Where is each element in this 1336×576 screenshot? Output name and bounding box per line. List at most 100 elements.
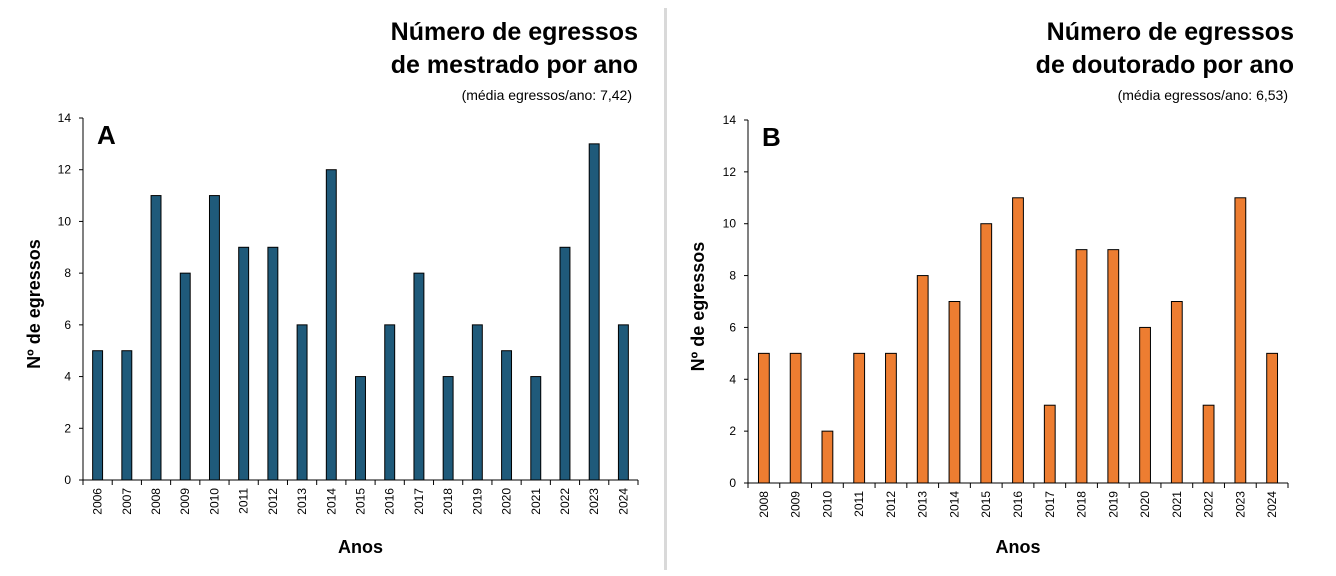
- chart-b-x-tick-label: 2019: [1106, 491, 1120, 518]
- chart-a-y-tick-label: 12: [58, 163, 72, 177]
- chart-a-x-tick-label: 2009: [178, 488, 192, 515]
- chart-a-x-tick-label: 2023: [587, 488, 601, 515]
- chart-a-bar-2021: [530, 376, 542, 481]
- chart-a-x-tick-label: 2012: [266, 488, 280, 515]
- chart-b-bar-2022: [1202, 404, 1215, 484]
- chart-b-x-tick-label: 2018: [1075, 491, 1089, 518]
- chart-a-bar-2015: [355, 376, 366, 481]
- chart-a-x-tick-label: 2022: [558, 488, 572, 515]
- chart-b-panel-letter: B: [762, 122, 781, 152]
- chart-b-bar-2009: [789, 352, 802, 484]
- chart-a-x-tick-label: 2017: [412, 488, 426, 515]
- chart-b-bar-2020: [1139, 326, 1151, 484]
- chart-b: Número de egressos de doutorado por ano (m…: [688, 18, 1294, 557]
- chart-b-bar-2017: [1043, 404, 1056, 484]
- chart-b-x-tick-label: 2023: [1233, 491, 1247, 518]
- chart-a-x-tick-label: 2007: [120, 488, 134, 515]
- chart-a-x-tick-label: 2008: [149, 488, 163, 515]
- chart-a-y-tick-label: 4: [64, 370, 71, 384]
- chart-b-x-tick-label: 2016: [1011, 491, 1025, 518]
- chart-a-bar-2010: [208, 195, 220, 481]
- chart-b-x-tick-label: 2014: [947, 491, 961, 518]
- chart-b-y-tick-label: 6: [729, 320, 736, 334]
- chart-b-x-tick-label: 2021: [1170, 491, 1184, 518]
- chart-b-bar-2021: [1170, 301, 1183, 484]
- chart-a-bar-2006: [92, 350, 104, 481]
- chart-b-x-tick-label: 2015: [979, 491, 993, 518]
- chart-a-y-tick-label: 8: [64, 266, 71, 280]
- chart-a-x-tick-label: 2021: [529, 488, 543, 515]
- chart-b-y-tick-label: 10: [723, 217, 737, 231]
- chart-a-x-tick-label: 2011: [237, 488, 251, 514]
- chart-a-bar-2012: [267, 246, 279, 481]
- chart-a-x-tick-label: 2016: [383, 488, 397, 515]
- chart-b-x-tick-label: 2009: [789, 491, 803, 518]
- chart-a-y-axis-label: Nº de egressos: [24, 239, 44, 369]
- chart-b-x-tick-label: 2024: [1265, 491, 1279, 518]
- chart-a-bar-2016: [384, 324, 396, 481]
- chart-a-bar-2009: [179, 272, 191, 481]
- chart-b-bar-2018: [1075, 249, 1088, 484]
- chart-b-x-tick-label: 2008: [757, 491, 771, 518]
- chart-a-bar-2014: [325, 169, 337, 481]
- chart-b-x-tick-label: 2013: [916, 491, 930, 518]
- chart-a-bar-2019: [471, 324, 483, 481]
- chart-a-subtitle: (média egressos/ano: 7,42): [462, 87, 632, 103]
- chart-a-bar-2011: [238, 246, 250, 481]
- chart-b-bar-2023: [1234, 197, 1247, 484]
- chart-b-y-tick-label: 14: [723, 113, 737, 127]
- chart-b-y-tick-label: 0: [729, 476, 736, 490]
- chart-b-y-tick-label: 4: [729, 372, 736, 386]
- chart-a-x-tick-label: 2013: [295, 488, 309, 515]
- chart-b-bar-2015: [980, 223, 993, 484]
- chart-b-bar-2012: [885, 352, 897, 484]
- chart-a-y-tick-label: 6: [64, 318, 71, 332]
- chart-a-panel-letter: A: [97, 120, 116, 150]
- chart-a-bar-2018: [442, 376, 454, 481]
- chart-a-x-axis-label: Anos: [338, 537, 383, 557]
- chart-a-title-line2: de mestrado por ano: [391, 51, 638, 79]
- chart-a-x-tick-label: 2010: [207, 488, 221, 515]
- chart-b-bar-2014: [948, 301, 961, 484]
- chart-b-bar-2011: [853, 352, 866, 484]
- chart-a-x-tick-label: 2024: [616, 488, 630, 515]
- chart-a-y-tick-label: 14: [58, 111, 72, 125]
- chart-a-y-tick-label: 10: [58, 214, 72, 228]
- chart-a-title-line1: Número de egressos: [391, 18, 638, 46]
- panel-divider: [664, 8, 667, 570]
- chart-b-y-axis-label: Nº de egressos: [688, 242, 708, 372]
- chart-a-bar-2023: [588, 143, 600, 481]
- chart-b-title-line2: de doutorado por ano: [1036, 51, 1294, 79]
- chart-a-bar-2020: [501, 350, 513, 481]
- chart-a-bar-2022: [559, 246, 571, 481]
- chart-a-y-tick-label: 0: [64, 473, 71, 487]
- chart-b-x-tick-label: 2020: [1138, 491, 1152, 518]
- chart-a-x-tick-label: 2020: [500, 488, 514, 515]
- chart-a-bar-2008: [150, 195, 162, 481]
- chart-a-bar-2024: [617, 324, 629, 481]
- chart-b-subtitle: (média egressos/ano: 6,53): [1118, 87, 1288, 103]
- chart-a-x-tick-label: 2018: [441, 488, 455, 515]
- chart-b-title-line1: Número de egressos: [1047, 18, 1294, 46]
- chart-b-y-tick-label: 8: [729, 269, 736, 283]
- chart-b-bar-2024: [1266, 352, 1279, 484]
- chart-b-bar-2019: [1107, 249, 1120, 484]
- chart-a-x-tick-label: 2014: [324, 488, 338, 515]
- chart-a-y-tick-label: 2: [64, 421, 71, 435]
- chart-b-bar-2013: [916, 275, 929, 484]
- chart-b-x-axis-label: Anos: [996, 537, 1041, 557]
- chart-b-bar-2010: [821, 430, 834, 484]
- chart-b-bar-2008: [757, 352, 770, 484]
- chart-a: Número de egressos de mestrado por ano (mé…: [24, 18, 639, 557]
- chart-a-x-tick-label: 2019: [470, 488, 484, 515]
- chart-b-y-tick-label: 12: [723, 165, 737, 179]
- chart-a-x-tick-label: 2006: [91, 488, 105, 515]
- chart-b-x-tick-label: 2022: [1202, 491, 1216, 518]
- chart-b-bar-2016: [1012, 197, 1024, 484]
- chart-a-bar-2007: [121, 350, 133, 481]
- chart-b-x-tick-label: 2011: [852, 491, 866, 517]
- chart-a-bar-2013: [296, 324, 308, 481]
- chart-b-x-tick-label: 2017: [1043, 491, 1057, 518]
- chart-b-x-tick-label: 2012: [884, 491, 898, 518]
- chart-a-bar-2017: [413, 272, 425, 481]
